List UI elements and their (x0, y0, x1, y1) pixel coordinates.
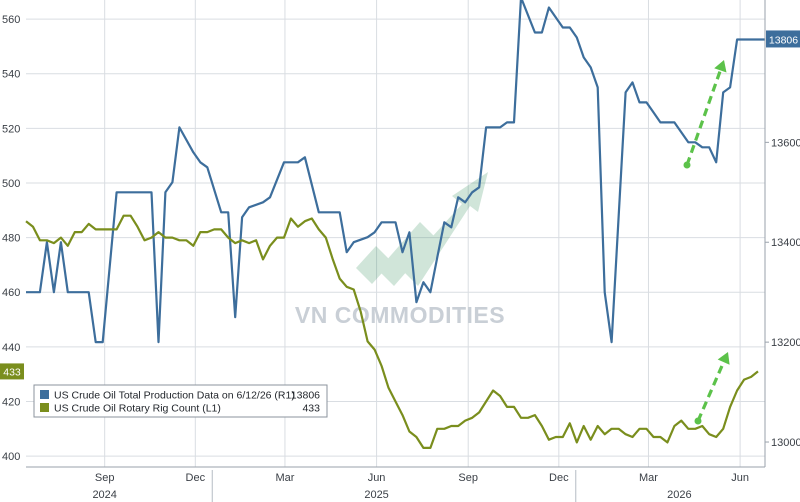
trend-arrow-head (717, 352, 730, 365)
left-tick-label: 480 (2, 233, 20, 245)
rig-last-value: 433 (3, 366, 21, 378)
legend-series-name: US Crude Oil Total Production Data on 6/… (54, 390, 295, 402)
left-tick-label: 400 (2, 451, 20, 463)
watermark-text: VN COMMODITIES (295, 302, 505, 328)
right-tick-label: 13000 (771, 437, 800, 449)
trend-arrow-shaft (685, 69, 722, 166)
production-last-value: 13806 (769, 34, 798, 46)
year-label: 2025 (364, 489, 388, 501)
trend-arrow-head (714, 60, 727, 73)
left-tick-label: 420 (2, 396, 20, 408)
series-layer (25, 0, 765, 449)
left-tick-label: 440 (2, 342, 20, 354)
x-tick-label: Sep (458, 472, 478, 484)
legend-series-value: 13806 (291, 390, 320, 402)
production-series-line (26, 0, 765, 344)
watermark: VN COMMODITIES (295, 172, 505, 328)
rig-count-series-line (25, 214, 759, 449)
right-tick-label: 13200 (771, 337, 800, 349)
x-tick-label: Sep (95, 472, 115, 484)
left-tick-label: 540 (2, 69, 20, 81)
x-tick-label: Mar (275, 472, 294, 484)
left-tick-label: 500 (2, 178, 20, 190)
trend-arrows (683, 60, 730, 425)
x-tick-label: Jun (731, 472, 749, 484)
rig-last-value-badge (0, 363, 24, 380)
x-tick-label: Dec (186, 472, 206, 484)
x-tick-label: Jun (368, 472, 386, 484)
legend: US Crude Oil Total Production Data on 6/… (33, 384, 328, 418)
legend-swatch (40, 403, 49, 412)
year-label: 2026 (667, 489, 691, 501)
left-tick-label: 560 (2, 14, 20, 26)
legend-box (33, 384, 328, 418)
trend-arrow-shaft (696, 361, 726, 422)
legend-series-value: 433 (302, 403, 320, 415)
legend-series-name: US Crude Oil Rotary Rig Count (L1) (54, 403, 221, 415)
year-label: 2024 (92, 489, 116, 501)
production-last-value-badge (766, 30, 800, 48)
right-tick-label: 13400 (771, 237, 800, 249)
left-tick-label: 520 (2, 123, 20, 135)
right-tick-label: 13600 (771, 137, 800, 149)
x-tick-label: Mar (639, 472, 658, 484)
legend-swatch (40, 390, 49, 399)
x-tick-label: Dec (549, 472, 569, 484)
left-tick-label: 460 (2, 287, 20, 299)
